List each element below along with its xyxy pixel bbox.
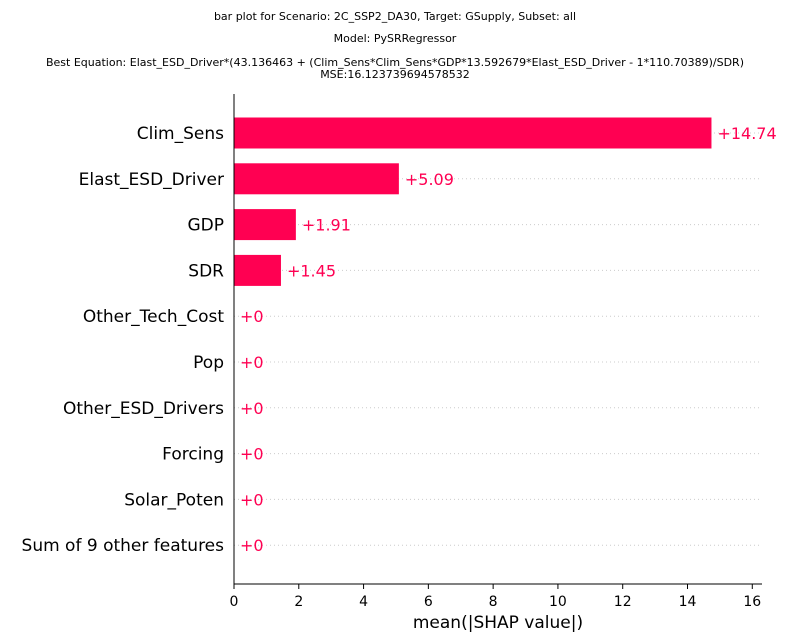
- value-label: +5.09: [405, 170, 454, 189]
- x-tick-label: 14: [679, 594, 697, 610]
- x-tick-label: 0: [230, 594, 239, 610]
- value-label: +1.91: [302, 216, 351, 235]
- chart-title-line-2: Model: PySRRegressor: [333, 32, 457, 45]
- y-tick-label: Solar_Poten: [124, 490, 224, 510]
- bar: [234, 254, 281, 286]
- x-tick-label: 6: [424, 594, 433, 610]
- value-label: +14.74: [717, 124, 776, 143]
- bars: [234, 117, 712, 286]
- x-tick-label: 16: [743, 594, 761, 610]
- value-label: +0: [240, 445, 264, 464]
- value-label: +0: [240, 399, 264, 418]
- y-tick-label: Other_Tech_Cost: [83, 307, 224, 327]
- y-tick-labels: Clim_Sens Elast_ESD_Driver GDP SDR Other_Tec…: [22, 124, 225, 556]
- y-tick-label: Elast_ESD_Driver: [79, 170, 224, 190]
- value-label: +1.45: [287, 261, 336, 280]
- bar: [234, 163, 399, 195]
- x-tick-label: 2: [294, 594, 303, 610]
- y-tick-label: Other_ESD_Drivers: [63, 399, 224, 419]
- x-ticks: 0 2 4 6 8 10 12 14 16: [230, 584, 761, 610]
- chart-title-line-4: MSE:16.123739694578532: [320, 68, 470, 81]
- x-axis-label: mean(|SHAP value|): [413, 613, 583, 633]
- value-label: +0: [240, 307, 264, 326]
- x-tick-label: 8: [489, 594, 498, 610]
- value-label: +0: [240, 490, 264, 509]
- y-tick-label: Clim_Sens: [137, 124, 224, 144]
- chart-title-line-1: bar plot for Scenario: 2C_SSP2_DA30, Tar…: [213, 10, 577, 23]
- y-tick-label: Pop: [193, 353, 224, 373]
- bar: [234, 117, 712, 149]
- y-tick-label: GDP: [187, 216, 224, 236]
- y-tick-label: SDR: [188, 261, 224, 281]
- y-tick-label: Forcing: [162, 445, 224, 465]
- value-label: +0: [240, 353, 264, 372]
- chart-title-line-3: Best Equation: Elast_ESD_Driver*(43.1364…: [45, 56, 744, 69]
- y-tick-label: Sum of 9 other features: [22, 536, 225, 556]
- bar: [234, 209, 296, 241]
- x-tick-label: 12: [614, 594, 632, 610]
- x-tick-label: 10: [549, 594, 567, 610]
- value-label: +0: [240, 536, 264, 555]
- value-labels: +14.74 +5.09 +1.91 +1.45 +0 +0 +0 +0 +0 +0: [240, 124, 777, 555]
- x-tick-label: 4: [359, 594, 368, 610]
- guide-lines: [234, 132, 762, 546]
- axes: [233, 94, 762, 585]
